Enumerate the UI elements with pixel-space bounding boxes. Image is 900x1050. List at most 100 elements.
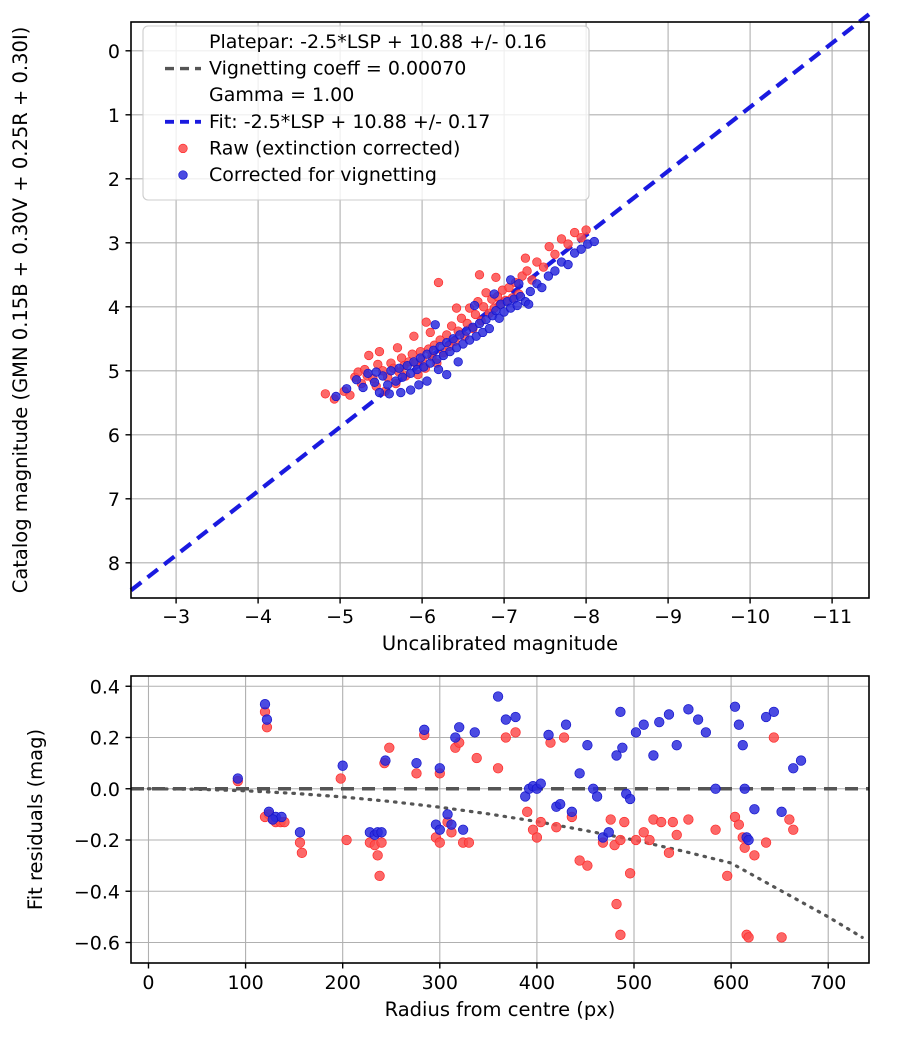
y-tick-label: 7 xyxy=(108,489,120,511)
data-point xyxy=(261,714,273,725)
data-point xyxy=(351,375,362,385)
data-point xyxy=(442,369,452,380)
y-tick-label: −0.6 xyxy=(74,933,120,955)
data-point xyxy=(574,768,585,779)
data-point xyxy=(396,387,406,398)
data-point xyxy=(524,299,534,309)
data-point xyxy=(446,819,457,830)
legend-label-2: Gamma = 1.00 xyxy=(209,84,354,106)
data-point xyxy=(522,266,532,276)
x-tick-label: 0 xyxy=(142,972,154,994)
data-point xyxy=(582,860,593,871)
legend-marker-corrected-dot xyxy=(178,170,188,180)
y-tick-label: 0 xyxy=(108,41,120,63)
data-point xyxy=(294,827,306,838)
x-tick-label: −11 xyxy=(812,606,852,628)
residual-raw-series xyxy=(232,706,799,943)
data-point xyxy=(654,716,665,728)
data-point xyxy=(371,367,381,377)
data-point xyxy=(276,811,287,823)
data-point xyxy=(372,850,383,861)
y-tick-label: 4 xyxy=(108,297,120,319)
data-point xyxy=(386,366,396,376)
data-point xyxy=(615,706,626,718)
data-point xyxy=(574,855,585,866)
data-point xyxy=(543,729,554,741)
data-point xyxy=(563,239,573,249)
data-point xyxy=(535,778,546,789)
data-point xyxy=(434,824,445,835)
data-point xyxy=(442,809,453,820)
data-point xyxy=(531,832,543,843)
data-point xyxy=(470,309,481,320)
data-point xyxy=(267,814,278,825)
data-point xyxy=(776,932,787,943)
data-point xyxy=(582,740,593,751)
data-point xyxy=(337,760,348,771)
data-point xyxy=(446,321,457,331)
data-point xyxy=(405,385,416,395)
y-tick-label: −0.4 xyxy=(74,881,120,903)
data-point xyxy=(566,806,578,817)
data-point xyxy=(749,850,760,861)
data-point xyxy=(522,806,533,817)
data-point xyxy=(394,363,404,373)
data-point xyxy=(232,773,243,784)
data-point xyxy=(491,272,501,283)
data-point xyxy=(384,742,395,753)
data-point xyxy=(456,313,467,323)
x-tick-label: 700 xyxy=(810,972,846,994)
data-point xyxy=(663,709,675,720)
data-point xyxy=(510,727,521,738)
data-point xyxy=(506,275,516,285)
x-tick-label: 200 xyxy=(325,972,361,994)
data-point xyxy=(469,300,480,311)
data-point xyxy=(663,847,675,858)
data-point xyxy=(556,234,567,244)
data-point xyxy=(383,380,393,390)
x-tick-label: −7 xyxy=(490,606,518,628)
data-point xyxy=(656,816,667,828)
x-tick-label: −9 xyxy=(654,606,682,628)
x-tick-label: 400 xyxy=(519,972,555,994)
data-point xyxy=(768,706,779,718)
data-point xyxy=(392,343,403,353)
data-point xyxy=(478,302,489,312)
data-point xyxy=(537,282,547,293)
data-point xyxy=(795,755,807,766)
data-point xyxy=(374,387,385,398)
data-point xyxy=(749,804,760,815)
data-point xyxy=(433,277,444,288)
data-point xyxy=(611,898,622,910)
legend-label-0: Platepar: -2.5*LSP + 10.88 +/- 0.16 xyxy=(209,31,547,53)
data-point xyxy=(525,286,535,297)
data-point xyxy=(671,740,682,751)
data-point xyxy=(397,372,408,382)
data-point xyxy=(469,727,480,738)
data-point xyxy=(737,740,748,751)
data-point xyxy=(638,827,649,838)
vignetting-curve xyxy=(146,787,864,939)
data-point xyxy=(450,732,461,743)
data-point xyxy=(615,834,626,846)
data-point xyxy=(683,704,694,715)
data-point xyxy=(550,266,560,276)
x-tick-label: −3 xyxy=(162,606,190,628)
data-point xyxy=(376,837,387,848)
data-point xyxy=(555,798,566,810)
data-point xyxy=(638,719,649,730)
y-axis-label: Catalog magnitude (GMN 0.15B + 0.30V + 0… xyxy=(9,27,32,594)
data-point xyxy=(320,389,330,399)
data-point xyxy=(710,824,721,835)
data-point xyxy=(492,763,504,774)
data-point xyxy=(421,317,431,327)
y-tick-label: 0.2 xyxy=(90,728,120,750)
data-point xyxy=(648,750,659,761)
data-point xyxy=(743,932,754,943)
data-point xyxy=(667,816,678,828)
data-point xyxy=(538,262,549,272)
data-point xyxy=(532,257,542,267)
data-point xyxy=(576,244,586,254)
